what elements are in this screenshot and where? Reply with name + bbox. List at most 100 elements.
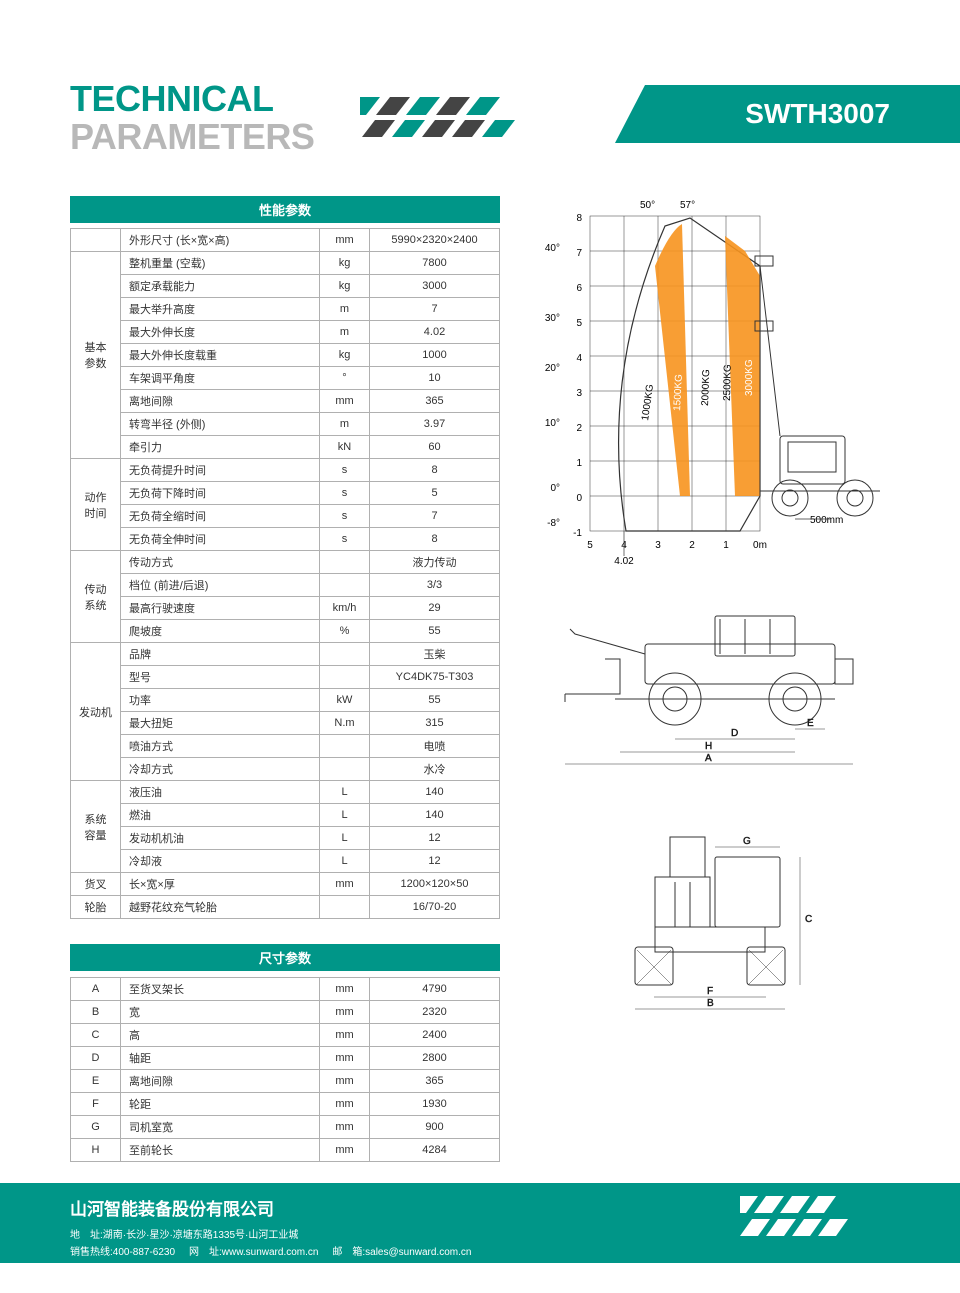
table-row: G司机室宽mm900 [71, 1115, 500, 1138]
param-unit: % [320, 620, 370, 643]
table-row: 额定承载能力kg3000 [71, 275, 500, 298]
param-unit: mm [320, 390, 370, 413]
dim-label: 离地间隙 [121, 1069, 320, 1092]
dim-value: 1930 [370, 1092, 500, 1115]
dim-label: 至前轮长 [121, 1138, 320, 1161]
load-chart-svg: 1000KG 1500KG 2000KG 2500KG 3000KG 87 65… [530, 196, 900, 571]
param-unit [320, 551, 370, 574]
table-row: 最大外伸长度m4.02 [71, 321, 500, 344]
svg-text:A: A [705, 753, 712, 764]
param-label: 无负荷全缩时间 [121, 505, 320, 528]
param-label: 冷却液 [121, 850, 320, 873]
param-value: 60 [370, 436, 500, 459]
table-row: 喷油方式电喷 [71, 735, 500, 758]
dim-label: 司机室宽 [121, 1115, 320, 1138]
param-value: 玉柴 [370, 643, 500, 666]
dim-unit: mm [320, 1115, 370, 1138]
table-row: 货叉长×宽×厚mm1200×120×50 [71, 873, 500, 896]
param-unit [320, 666, 370, 689]
dim-label: 轴距 [121, 1046, 320, 1069]
param-label: 发动机机油 [121, 827, 320, 850]
param-unit: kN [320, 436, 370, 459]
param-value: 12 [370, 850, 500, 873]
group-label: 动作时间 [71, 459, 121, 551]
param-value: 1000 [370, 344, 500, 367]
param-label: 最高行驶速度 [121, 597, 320, 620]
dim-value: 4790 [370, 977, 500, 1000]
svg-text:0: 0 [576, 493, 582, 504]
param-value: 7 [370, 505, 500, 528]
page: TECHNICAL PARAMETERS SWTH3007 性能参数 外形尺寸 … [0, 0, 960, 1293]
table-row: 功率kW55 [71, 689, 500, 712]
param-unit: m [320, 413, 370, 436]
param-unit: m [320, 298, 370, 321]
dim-table-title: 尺寸参数 [70, 944, 500, 971]
param-value: YC4DK75-T303 [370, 666, 500, 689]
svg-text:3: 3 [576, 388, 582, 399]
dim-value: 2800 [370, 1046, 500, 1069]
group-label: 系统容量 [71, 781, 121, 873]
svg-text:G: G [743, 836, 751, 847]
param-label: 车架调平角度 [121, 367, 320, 390]
group-label: 基本参数 [71, 252, 121, 459]
svg-text:10°: 10° [545, 418, 560, 429]
param-value: 29 [370, 597, 500, 620]
table-row: 冷却液L12 [71, 850, 500, 873]
left-column: 性能参数 外形尺寸 (长×宽×高)mm5990×2320×2400基本参数整机重… [70, 196, 500, 1162]
footer-stripes-icon [740, 1191, 900, 1246]
param-value: 55 [370, 620, 500, 643]
dim-key: F [71, 1092, 121, 1115]
param-unit: N.m [320, 712, 370, 735]
param-label: 功率 [121, 689, 320, 712]
table-row: 牵引力kN60 [71, 436, 500, 459]
dim-key: A [71, 977, 121, 1000]
param-label: 整机重量 (空载) [121, 252, 320, 275]
table-row: 档位 (前进/后退)3/3 [71, 574, 500, 597]
param-label: 无负荷下降时间 [121, 482, 320, 505]
svg-text:5: 5 [587, 540, 593, 551]
hotline-value: 400-887-6230 [113, 1247, 175, 1258]
param-unit: kg [320, 252, 370, 275]
param-label: 越野花纹充气轮胎 [121, 896, 320, 919]
param-label: 最大外伸长度 [121, 321, 320, 344]
param-unit: m [320, 321, 370, 344]
svg-text:B: B [707, 998, 714, 1009]
table-row: 最高行驶速度km/h29 [71, 597, 500, 620]
param-label: 最大举升高度 [121, 298, 320, 321]
table-row: B宽mm2320 [71, 1000, 500, 1023]
param-label: 牵引力 [121, 436, 320, 459]
table-row: 最大外伸长度载重kg1000 [71, 344, 500, 367]
param-value: 液力传动 [370, 551, 500, 574]
dim-value: 2400 [370, 1023, 500, 1046]
dim-unit: mm [320, 1023, 370, 1046]
param-value: 3/3 [370, 574, 500, 597]
dim-label: 轮距 [121, 1092, 320, 1115]
param-label: 液压油 [121, 781, 320, 804]
table-row: 发动机机油L12 [71, 827, 500, 850]
table-row: 基本参数整机重量 (空载)kg7800 [71, 252, 500, 275]
front-view-diagram: G C F B [575, 802, 855, 1015]
param-unit: L [320, 804, 370, 827]
svg-text:-8°: -8° [547, 518, 560, 529]
dim-key: G [71, 1115, 121, 1138]
dim-key: D [71, 1046, 121, 1069]
param-label: 爬坡度 [121, 620, 320, 643]
svg-text:4: 4 [576, 353, 582, 364]
table-row: E离地间隙mm365 [71, 1069, 500, 1092]
param-value: 7800 [370, 252, 500, 275]
param-value: 8 [370, 528, 500, 551]
svg-text:2500KG: 2500KG [722, 364, 734, 401]
svg-text:C: C [805, 914, 812, 925]
param-label: 长×宽×厚 [121, 873, 320, 896]
param-unit [320, 896, 370, 919]
param-label: 无负荷全伸时间 [121, 528, 320, 551]
page-subtitle: PARAMETERS [70, 118, 314, 156]
param-value: 8 [370, 459, 500, 482]
param-label: 喷油方式 [121, 735, 320, 758]
svg-text:1: 1 [723, 540, 729, 551]
svg-text:E: E [807, 718, 814, 729]
model-number: SWTH3007 [745, 98, 890, 130]
param-value: 55 [370, 689, 500, 712]
svg-text:1000KG: 1000KG [640, 383, 656, 421]
param-label: 最大扭矩 [121, 712, 320, 735]
